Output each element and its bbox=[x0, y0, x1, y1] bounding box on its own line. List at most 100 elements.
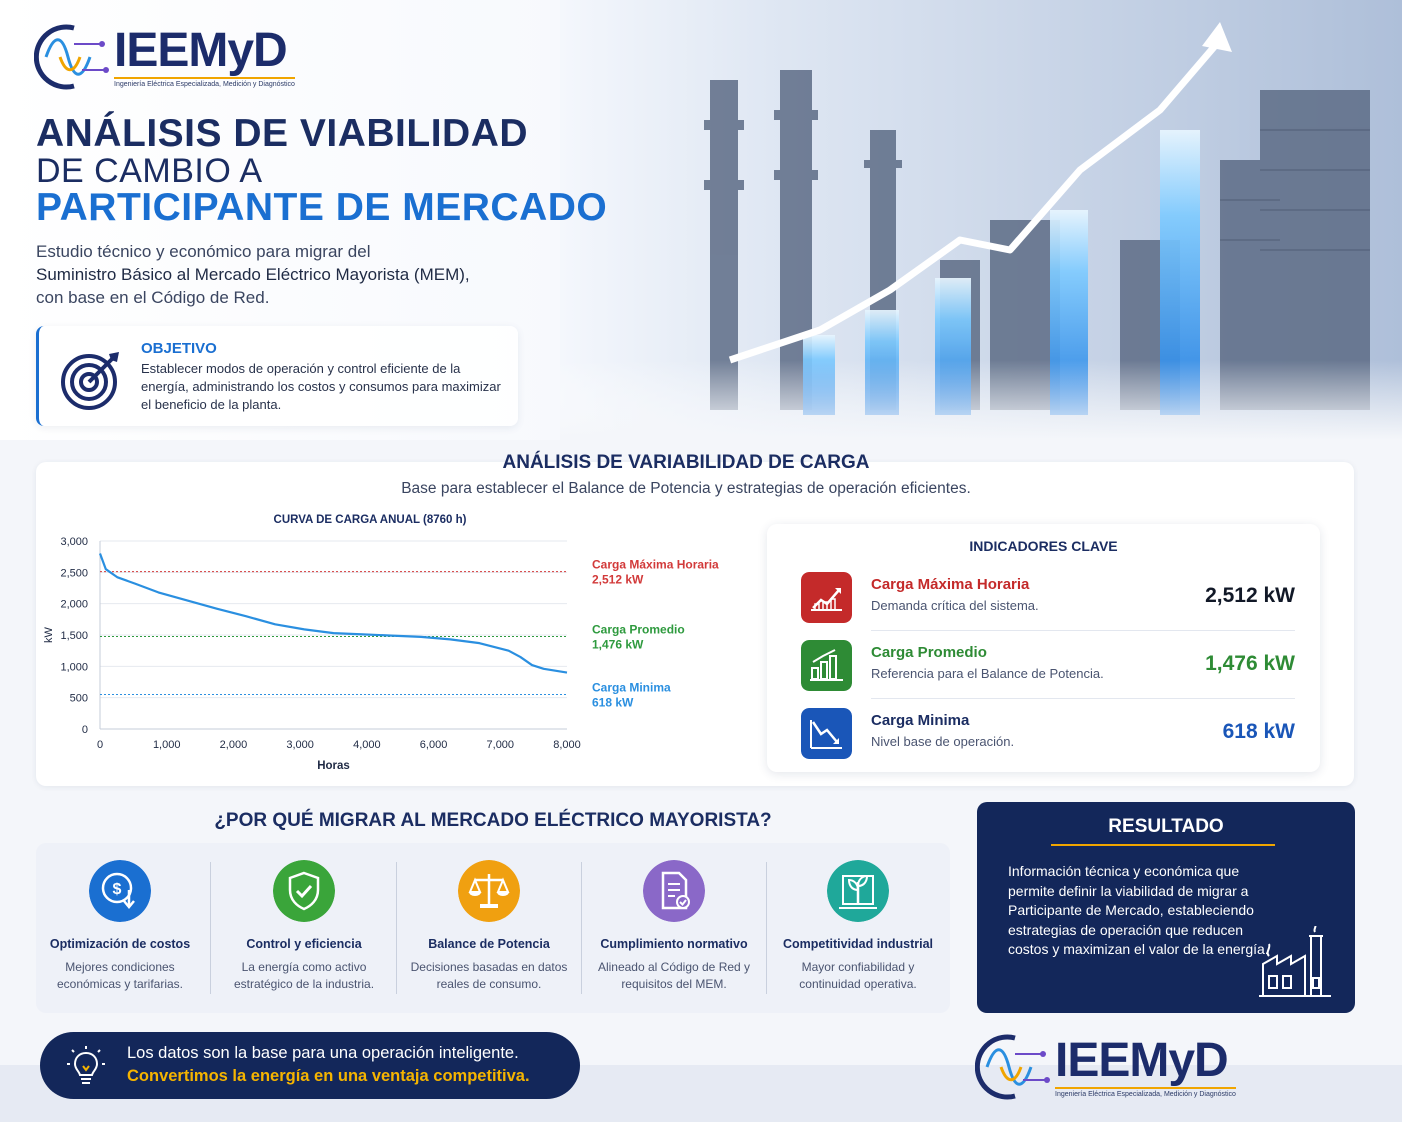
result-card: RESULTADO Información técnica y económic… bbox=[977, 802, 1355, 1013]
benefit-compliance: Cumplimiento normativo Alineado al Códig… bbox=[582, 843, 766, 1013]
benefit-power-balance: Balance de Potencia Decisiones basadas e… bbox=[397, 843, 581, 1013]
variability-subtitle: Base para establecer el Balance de Poten… bbox=[401, 480, 971, 497]
footer-line1: Los datos son la base para una operación… bbox=[127, 1044, 519, 1062]
brand-logo: IEEMyD Ingeniería Eléctrica Especializad… bbox=[34, 24, 295, 90]
x-tick-label: 1,000 bbox=[153, 739, 181, 751]
kpi-avg-desc: Referencia para el Balance de Potencia. bbox=[871, 666, 1104, 681]
lightbulb-icon bbox=[67, 1046, 105, 1084]
logo-mark-icon bbox=[34, 24, 109, 90]
result-text: Información técnica y económica que perm… bbox=[1008, 863, 1269, 957]
subtitle-line3: con base en el Código de Red. bbox=[36, 288, 270, 307]
reference-label-value: 1,476 kW bbox=[592, 638, 644, 652]
benefit-name: Control y eficiencia bbox=[246, 937, 362, 951]
x-tick-label: 2,000 bbox=[220, 739, 248, 751]
result-underline bbox=[1051, 844, 1275, 846]
logo-mark-icon bbox=[975, 1034, 1050, 1100]
objective-card: OBJETIVO Establecer modos de operación y… bbox=[36, 326, 518, 426]
logo-title: IEEMyD bbox=[114, 23, 288, 77]
x-axis-label: Horas bbox=[317, 760, 350, 772]
hero-banner: IEEMyD Ingeniería Eléctrica Especializad… bbox=[0, 0, 1402, 440]
reference-label-value: 618 kW bbox=[592, 696, 634, 710]
main-title-line1: ANÁLISIS DE VIABILIDAD bbox=[36, 112, 529, 155]
kpi-title: INDICADORES CLAVE bbox=[969, 538, 1118, 554]
hero-subtitle: Estudio técnico y económico para migrar … bbox=[36, 240, 556, 309]
main-title-line2: DE CAMBIO A bbox=[36, 152, 263, 190]
kpi-divider bbox=[871, 630, 1295, 631]
chart-down-icon bbox=[801, 708, 852, 759]
footer-line2: Convertimos la energía en una ventaja co… bbox=[127, 1067, 530, 1085]
kpi-max-value: 2,512 kW bbox=[1205, 584, 1295, 607]
kpi-divider bbox=[871, 698, 1295, 699]
benefit-name: Competitividad industrial bbox=[782, 937, 933, 951]
why-title: ¿POR QUÉ MIGRAR AL MERCADO ELÉCTRICO MAY… bbox=[214, 810, 772, 831]
reference-label-name: Carga Máxima Horaria bbox=[592, 558, 719, 572]
y-tick-label: 3,000 bbox=[60, 536, 88, 548]
x-tick-label: 6,000 bbox=[420, 739, 448, 751]
key-indicators-card: INDICADORES CLAVE Carga Máxima Horaria D… bbox=[767, 524, 1320, 772]
document-check-icon bbox=[643, 860, 705, 922]
benefit-divider bbox=[396, 862, 397, 994]
load-curve-line bbox=[98, 553, 568, 674]
kpi-min-value: 618 kW bbox=[1222, 720, 1295, 743]
benefit-desc: Alineado al Código de Red y requisitos d… bbox=[597, 960, 751, 991]
kpi-max-name: Carga Máxima Horaria bbox=[871, 576, 1030, 593]
benefit-desc: La energía como activo estratégico de la… bbox=[233, 960, 375, 991]
objective-title: OBJETIVO bbox=[141, 340, 217, 357]
kpi-min-name: Carga Minima bbox=[871, 712, 970, 729]
dollar-down-icon: $ bbox=[89, 860, 151, 922]
reference-label-name: Carga Minima bbox=[592, 681, 671, 695]
benefit-name: Balance de Potencia bbox=[428, 937, 550, 951]
target-icon bbox=[61, 352, 119, 410]
kpi-min-load: Carga Minima Nivel base de operación. 61… bbox=[801, 704, 1295, 760]
subtitle-line2: Suministro Básico al Mercado Eléctrico M… bbox=[36, 265, 470, 284]
kpi-avg-name: Carga Promedio bbox=[871, 644, 987, 661]
benefit-competitiveness: Competitividad industrial Mayor confiabi… bbox=[766, 843, 950, 1013]
x-tick-label: 8,000 bbox=[553, 739, 581, 751]
subtitle-line1: Estudio técnico y económico para migrar … bbox=[36, 242, 371, 261]
benefit-cost-optimization: $ Optimización de costos Mejores condici… bbox=[28, 843, 212, 1013]
kpi-max-load: Carga Máxima Horaria Demanda crítica del… bbox=[801, 568, 1295, 624]
logo-tagline: Ingeniería Eléctrica Especializada, Medi… bbox=[1055, 1086, 1236, 1098]
industrial-plant-illustration bbox=[560, 0, 1402, 440]
y-tick-label: 500 bbox=[70, 693, 88, 705]
shield-check-icon bbox=[273, 860, 335, 922]
y-axis-label: kW bbox=[43, 626, 55, 643]
footer-brand-logo: IEEMyD Ingeniería Eléctrica Especializad… bbox=[975, 1034, 1236, 1100]
x-tick-label: 3,000 bbox=[286, 739, 314, 751]
benefit-name: Cumplimiento normativo bbox=[600, 937, 748, 951]
factory-icon bbox=[1259, 926, 1331, 997]
kpi-average-load: Carga Promedio Referencia para el Balanc… bbox=[801, 636, 1295, 692]
benefit-desc: Mayor confiabilidad y continuidad operat… bbox=[799, 960, 917, 991]
chart-up-icon bbox=[801, 572, 852, 623]
kpi-max-desc: Demanda crítica del sistema. bbox=[871, 598, 1039, 613]
footer-message: Los datos son la base para una operación… bbox=[40, 1032, 580, 1099]
svg-text:$: $ bbox=[113, 881, 122, 898]
x-tick-label: 4,000 bbox=[353, 739, 381, 751]
y-tick-label: 1,000 bbox=[60, 661, 88, 673]
y-tick-label: 0 bbox=[82, 724, 88, 736]
result-title: RESULTADO bbox=[1108, 816, 1224, 837]
benefit-desc: Mejores condiciones económicas y tarifar… bbox=[56, 960, 184, 991]
reference-label-name: Carga Promedio bbox=[592, 623, 685, 637]
logo-tagline: Ingeniería Eléctrica Especializada, Medi… bbox=[114, 76, 295, 88]
benefit-name: Optimización de costos bbox=[49, 937, 191, 951]
benefit-divider bbox=[210, 862, 211, 994]
benefit-control-efficiency: Control y eficiencia La energía como act… bbox=[212, 843, 396, 1013]
load-curve-chart: 0 500 1,000 1,500 2,000 2,500 3,000 0 1,000 2,000… bbox=[43, 536, 719, 772]
chart-title: CURVA DE CARGA ANUAL (8760 h) bbox=[273, 514, 467, 526]
x-tick-label: 7,000 bbox=[487, 739, 515, 751]
variability-title: ANÁLISIS DE VARIABILIDAD DE CARGA bbox=[502, 452, 870, 473]
scale-icon bbox=[458, 860, 520, 922]
objective-text: Establecer modos de operación y control … bbox=[141, 361, 501, 412]
benefit-desc: Decisiones basadas en datos reales de co… bbox=[410, 960, 568, 991]
main-title-line3: PARTICIPANTE DE MERCADO bbox=[36, 186, 608, 229]
benefit-divider bbox=[766, 862, 767, 994]
y-tick-label: 2,500 bbox=[60, 567, 88, 579]
growth-icon bbox=[827, 860, 889, 922]
x-tick-label: 0 bbox=[97, 739, 103, 751]
benefit-divider bbox=[581, 862, 582, 994]
logo-title: IEEMyD bbox=[1055, 1033, 1229, 1087]
reference-label-value: 2,512 kW bbox=[592, 573, 644, 587]
y-tick-label: 2,000 bbox=[60, 599, 88, 611]
kpi-avg-value: 1,476 kW bbox=[1205, 652, 1295, 675]
